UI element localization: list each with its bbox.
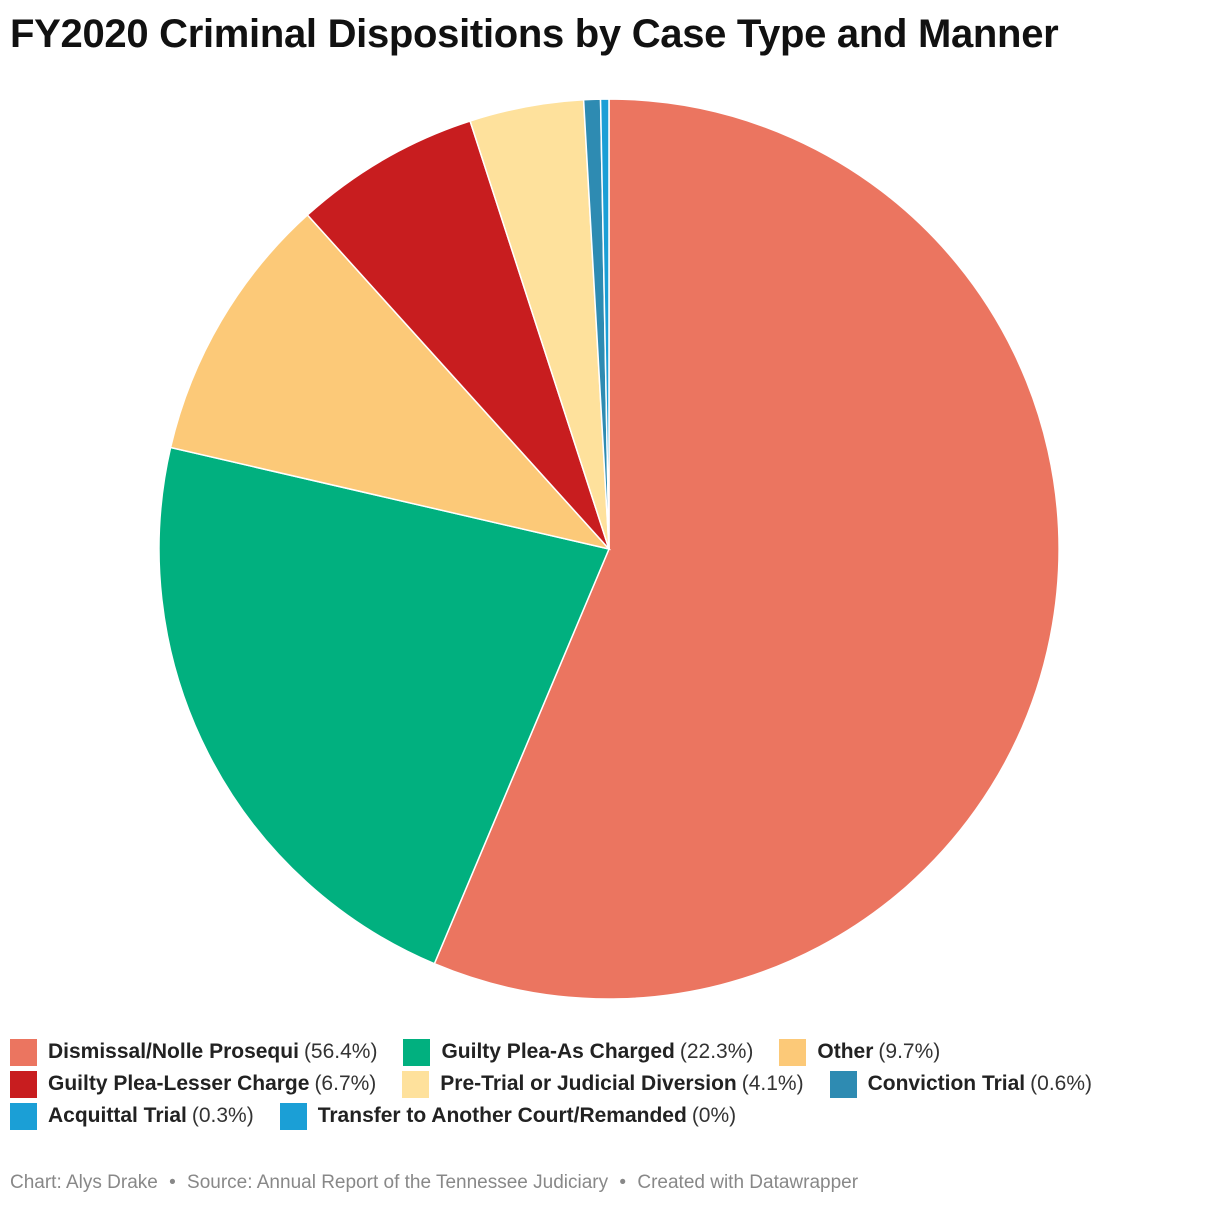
legend-label: Guilty Plea-Lesser Charge — [48, 1072, 310, 1095]
footer-credits: Chart: Alys Drake • Source: Annual Repor… — [10, 1172, 858, 1194]
legend-value: (0.3%) — [191, 1104, 254, 1127]
legend-item-conviction-trial: Conviction Trial (0.6%) — [829, 1070, 1092, 1098]
legend-label: Conviction Trial — [867, 1072, 1026, 1095]
legend-label: Other — [817, 1040, 874, 1063]
legend-value: (6.7%) — [314, 1072, 377, 1095]
pie-slice-guilty-plea-as-charged — [158, 446, 611, 965]
legend-label: Transfer to Another Court/Remanded — [317, 1104, 687, 1127]
chart-title: FY2020 Criminal Dispositions by Case Typ… — [10, 12, 1059, 56]
legend-swatch — [10, 1038, 37, 1066]
legend-label: Acquittal Trial — [48, 1104, 187, 1127]
pie-chart — [158, 98, 1060, 1000]
legend-label: Guilty Plea-As Charged — [441, 1040, 675, 1063]
source-credit: Source: Annual Report of the Tennessee J… — [187, 1172, 609, 1193]
legend-item-transfer: Transfer to Another Court/Remanded (0%) — [279, 1102, 737, 1130]
legend-swatch — [403, 1038, 431, 1066]
pie-slice-guilty-plea-lesser-charge — [306, 120, 610, 550]
datawrapper-credit: Created with Datawrapper — [637, 1172, 859, 1193]
legend-item-pre-trial-diversion: Pre-Trial or Judicial Diversion (4.1%) — [402, 1070, 804, 1098]
pie-slice-dismissal-nolle-prosequi — [433, 98, 1060, 1000]
legend-value: (0.6%) — [1030, 1072, 1092, 1095]
footer-separator: • — [619, 1172, 627, 1193]
legend-item-dismissal: Dismissal/Nolle Prosequi (56.4%) — [10, 1038, 377, 1066]
legend-label: Dismissal/Nolle Prosequi — [48, 1040, 299, 1063]
legend-swatch — [402, 1070, 430, 1098]
legend-swatch — [279, 1102, 307, 1130]
legend-label: Pre-Trial or Judicial Diversion — [440, 1072, 737, 1095]
chart-credit: Chart: Alys Drake — [10, 1172, 158, 1193]
legend-item-acquittal-trial: Acquittal Trial (0.3%) — [10, 1102, 254, 1130]
legend-swatch — [10, 1102, 37, 1130]
legend-item-guilty-plea-as-charged: Guilty Plea-As Charged (22.3%) — [403, 1038, 753, 1066]
legend-value: (0%) — [691, 1104, 737, 1127]
legend-value: (56.4%) — [303, 1040, 378, 1063]
legend-swatch — [779, 1038, 807, 1066]
legend-value: (9.7%) — [878, 1040, 941, 1063]
legend-value: (22.3%) — [679, 1040, 754, 1063]
legend-item-other: Other (9.7%) — [779, 1038, 940, 1066]
legend-swatch — [829, 1070, 857, 1098]
footer-separator: • — [169, 1172, 176, 1193]
legend-item-guilty-plea-lesser-charge: Guilty Plea-Lesser Charge (6.7%) — [10, 1070, 376, 1098]
pie-slice-other — [169, 213, 612, 551]
legend: Dismissal/Nolle Prosequi (56.4%) Guilty … — [10, 1038, 1210, 1130]
legend-value: (4.1%) — [741, 1072, 804, 1095]
legend-swatch — [10, 1070, 37, 1098]
pie-slice-acquittal-trial — [599, 98, 610, 550]
